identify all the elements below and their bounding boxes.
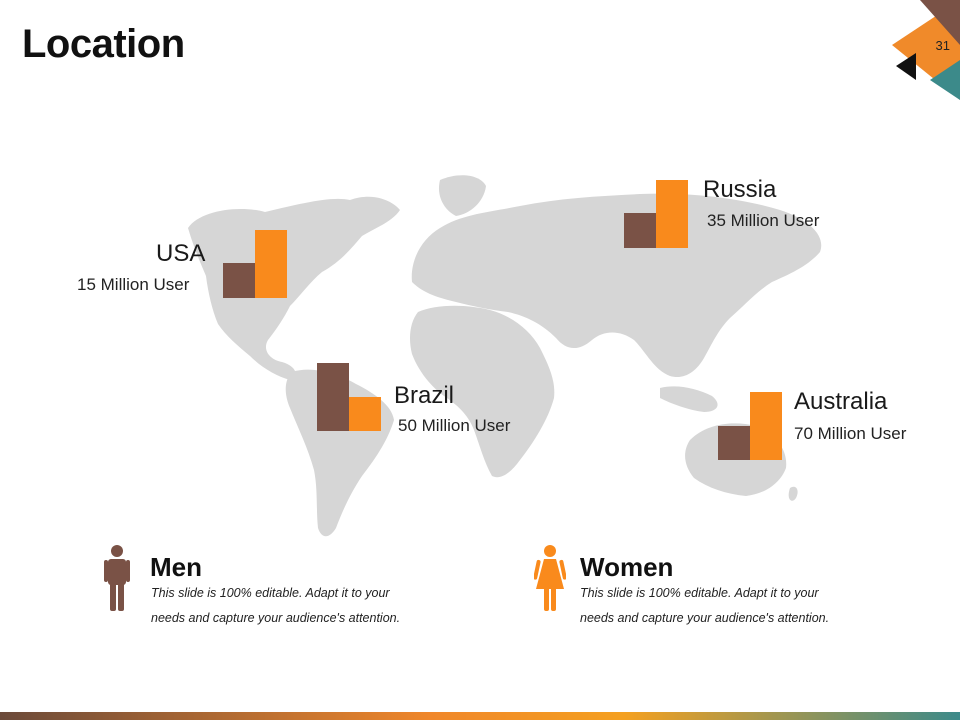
country-label-usa: USA [156, 240, 206, 267]
brazil-bar-women [349, 397, 381, 431]
users-label-usa: 15 Million User [77, 275, 190, 294]
woman-icon [534, 545, 566, 611]
southeast-asia-shape [660, 386, 718, 412]
country-label-australia: Australia [794, 388, 888, 415]
women-title: Women [580, 552, 674, 582]
men-description-line-1: This slide is 100% editable. Adapt it to… [151, 586, 390, 600]
women-description: This slide is 100% editable. Adapt it to… [580, 581, 880, 631]
australia-bar-men [718, 426, 750, 460]
greenland-shape [438, 175, 486, 216]
men-description: This slide is 100% editable. Adapt it to… [151, 581, 451, 631]
man-icon [104, 545, 130, 611]
new-zealand-shape [788, 486, 798, 501]
country-label-brazil: Brazil [394, 382, 455, 409]
footer-stripe [0, 712, 960, 720]
corner-decoration [892, 0, 960, 100]
men-title: Men [150, 552, 202, 582]
page-title: Location [22, 22, 185, 66]
page-number: 31 [935, 38, 950, 53]
country-label-russia: Russia [703, 176, 777, 203]
previous-arrow-icon [896, 53, 916, 80]
users-label-australia: 70 Million User [794, 424, 907, 443]
women-description-line-2: needs and capture your audience's attent… [580, 611, 830, 625]
users-label-brazil: 50 Million User [398, 416, 511, 435]
brazil-bar-men [317, 363, 349, 431]
eurasia-shape [411, 193, 822, 378]
north-america-shape [188, 196, 400, 380]
usa-bar-men [223, 263, 255, 298]
men-description-line-2: needs and capture your audience's attent… [151, 611, 401, 625]
russia-bar-men [624, 213, 656, 248]
women-description-line-1: This slide is 100% editable. Adapt it to… [580, 586, 819, 600]
users-label-russia: 35 Million User [707, 211, 820, 230]
russia-bar-women [656, 180, 688, 248]
australia-bar-women [750, 392, 782, 460]
usa-bar-women [255, 230, 287, 298]
africa-shape [410, 305, 555, 478]
